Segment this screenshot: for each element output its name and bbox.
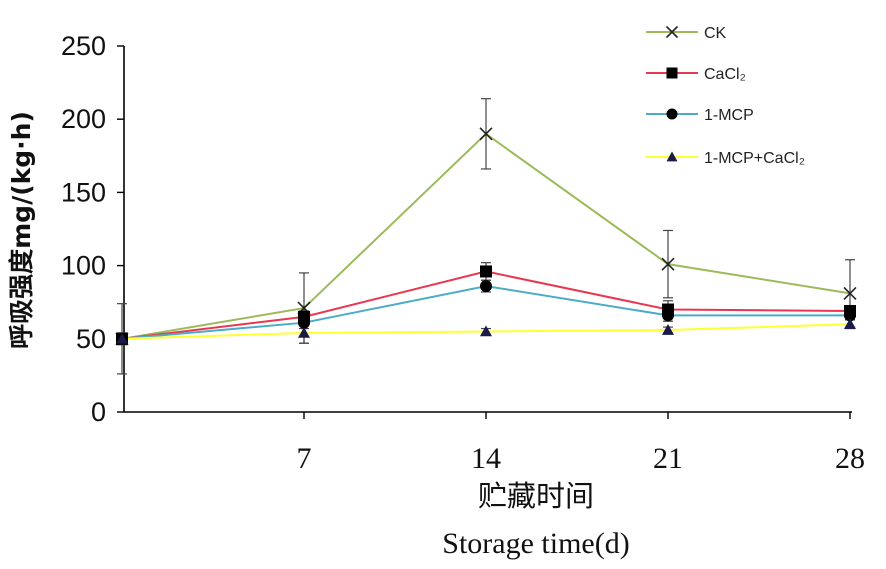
legend-marker: [666, 67, 678, 79]
data-point-marker: [480, 280, 492, 293]
x-axis-label-english: Storage time(d): [442, 527, 629, 560]
y-ticks: 0 50 100 150 200 250: [61, 31, 124, 427]
data-point-marker: [480, 325, 492, 337]
data-point-marker: [843, 286, 857, 300]
data-point-marker: [661, 257, 675, 271]
markers: [115, 127, 857, 346]
data-point-marker: [298, 316, 310, 329]
legend-item: 1-MCP+CaCl₂: [646, 150, 805, 167]
x-axis-label-chinese: 贮藏时间: [478, 479, 594, 513]
x-tick-label: 28: [835, 442, 865, 475]
y-tick-label: 50: [76, 324, 106, 354]
y-tick-label: 150: [61, 177, 106, 207]
data-point-marker: [298, 326, 310, 338]
legend-marker: [665, 25, 679, 39]
legend-item: CaCl₂: [646, 66, 746, 83]
legend-item: 1-MCP: [646, 107, 754, 124]
data-point-marker: [844, 309, 856, 322]
legend-label: CaCl₂: [704, 66, 746, 83]
x-tick-label: 14: [471, 442, 501, 475]
x-ticks: 7 14 21 28: [297, 412, 865, 475]
data-point-marker: [844, 318, 856, 329]
data-point-marker: [662, 309, 674, 322]
axes: [123, 46, 852, 413]
legend-item: CK: [646, 25, 727, 42]
y-tick-label: 100: [61, 251, 106, 281]
legend-label: CK: [704, 25, 727, 42]
legend-marker: [666, 151, 678, 162]
y-tick-label: 0: [91, 397, 106, 427]
legend-label: 1-MCP: [704, 107, 754, 124]
legend: CK CaCl₂ 1-MCP 1-MCP+CaCl₂: [646, 25, 805, 167]
legend-marker: [666, 108, 678, 120]
data-point-marker: [480, 265, 492, 278]
x-tick-label: 21: [653, 442, 683, 475]
x-tick-label: 7: [297, 442, 312, 475]
y-axis-label: 呼吸强度mg/(kg·h): [7, 111, 36, 349]
legend-label: 1-MCP+CaCl₂: [704, 150, 805, 167]
data-point-marker: [662, 324, 674, 335]
data-point-marker: [479, 127, 493, 141]
data-point-marker: [116, 332, 128, 344]
y-tick-label: 250: [61, 31, 106, 61]
y-tick-label: 200: [61, 104, 106, 134]
